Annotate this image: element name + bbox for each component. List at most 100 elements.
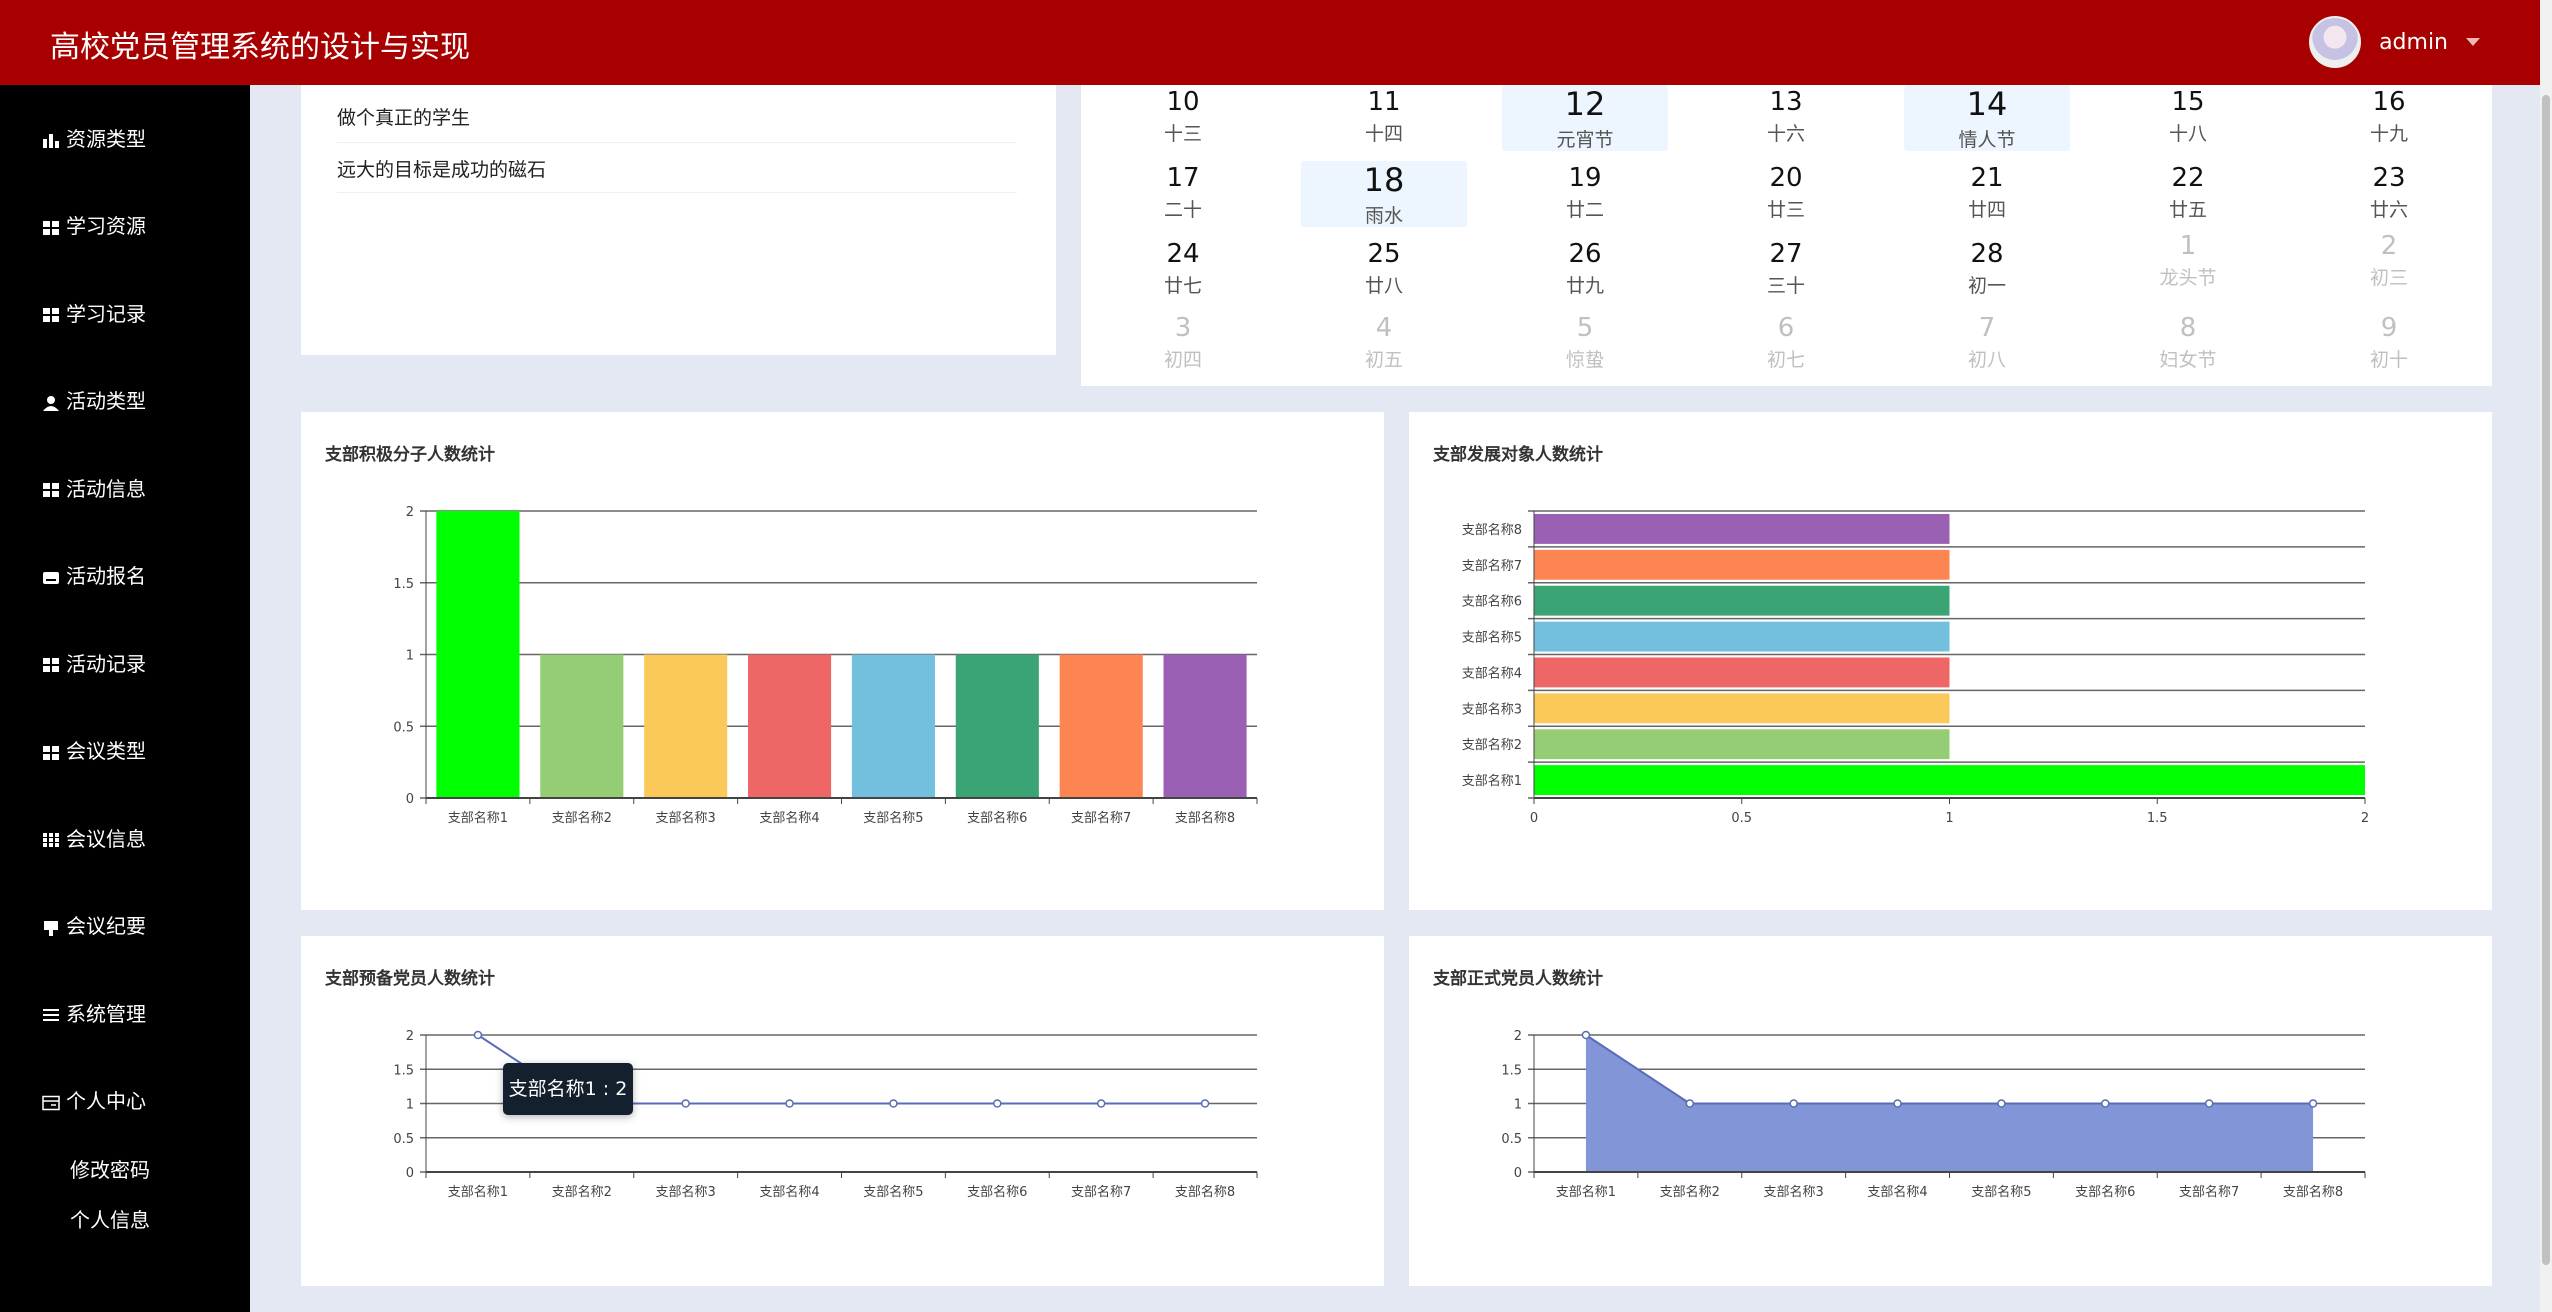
calendar-day[interactable]: 28 初一 [1904,239,2070,309]
data-point [1997,1099,2006,1108]
day-number: 10 [1166,87,1200,117]
calendar-day[interactable]: 11 十四 [1301,87,1467,157]
username[interactable]: admin [2379,29,2448,55]
sidebar-item-label: 会议类型 [66,739,146,763]
inbox-icon [42,567,60,584]
y-tick-label: 0 [1514,1166,1522,1181]
calendar-day[interactable]: 9 初十 [2306,313,2472,383]
calendar-day[interactable]: 1 龙头节 [2105,231,2271,301]
quote-item[interactable]: 远大的目标是成功的磁石 [337,159,547,181]
sidebar-item[interactable]: 活动信息 [42,472,146,502]
chart-tooltip: 支部名称1 : 2 [503,1063,633,1115]
bar [1534,657,1950,688]
avatar[interactable] [2309,16,2362,68]
calendar-day[interactable]: 4 初五 [1301,313,1467,383]
bar [1534,585,1950,616]
lunar-date: 廿三 [1766,199,1805,221]
bar-chart-icon [42,129,60,148]
scrollbar[interactable] [2540,0,2552,1312]
app-title: 高校党员管理系统的设计与实现 [50,30,470,65]
day-number: 23 [2372,163,2406,193]
scrollbar-thumb[interactable] [2542,95,2550,1265]
sidebar-item[interactable]: 活动类型 [42,385,146,415]
day-number: 20 [1769,163,1803,193]
divider [337,192,1017,193]
lunar-date: 廿二 [1565,199,1604,221]
calendar-day[interactable]: 23 廿六 [2306,163,2472,233]
sidebar-item[interactable]: 活动记录 [42,647,146,677]
chart-card-probationary: 支部预备党员人数统计 0 0.5 1 1.5 2 支部名称1 支部名称2 支部名称3 支部名称4… [301,936,1384,1286]
calendar-day[interactable]: 2 初三 [2306,231,2472,301]
calendar-day[interactable]: 21 廿四 [1904,163,2070,233]
lunar-date: 十六 [1766,123,1805,145]
calendar-day[interactable]: 24 廿七 [1100,239,1266,309]
sidebar-item[interactable]: 会议纪要 [42,910,146,940]
sidebar-item[interactable]: 会议类型 [42,735,146,765]
lunar-date: 初八 [1967,349,2006,371]
y-category-label: 支部名称2 [1462,737,1522,753]
bar [955,654,1039,798]
sidebar-subitem[interactable]: 个人信息 [70,1208,150,1232]
lunar-date: 廿八 [1364,275,1403,297]
calendar-day[interactable]: 14 情人节 [1904,85,2070,151]
calendar-day[interactable]: 13 十六 [1703,87,1869,157]
sidebar-item[interactable]: 系统管理 [42,997,146,1027]
x-category-label: 支部名称7 [1071,810,1131,826]
day-number: 28 [1970,239,2004,269]
calendar-day[interactable]: 6 初七 [1703,313,1869,383]
calendar-day[interactable]: 8 妇女节 [2105,313,2271,383]
calendar-day[interactable]: 17 二十 [1100,163,1266,233]
y-tick-label: 0 [406,792,414,807]
y-tick-label: 2 [406,505,414,520]
chart-title: 支部积极分子人数统计 [325,445,495,465]
sidebar-item[interactable]: 活动报名 [42,560,146,590]
calendar-day[interactable]: 26 廿九 [1502,239,1668,309]
calendar-day[interactable]: 15 十八 [2105,87,2271,157]
calendar-day[interactable]: 25 廿八 [1301,239,1467,309]
caret-down-icon[interactable] [2466,38,2480,46]
data-point [1789,1099,1798,1108]
calendar-day[interactable]: 20 廿三 [1703,163,1869,233]
calendar-day[interactable]: 7 初八 [1904,313,2070,383]
lunar-date: 十三 [1163,123,1202,145]
calendar-day[interactable]: 3 初四 [1100,313,1266,383]
user-menu[interactable]: admin [2309,16,2480,68]
lunar-date: 惊蛰 [1565,349,1604,371]
bar-chart: 0 0.5 1 1.5 2 支部名称1 支部名称2 支部名称3 支部名称4 支部名称5 支部名称6 支… [393,505,1258,826]
quote-item[interactable]: 做个真正的学生 [337,107,471,129]
chart-card-activists: 支部积极分子人数统计 0 0.5 1 1.5 2 支部名称1 支部名称2 支部名称3 支部名称4… [301,412,1384,910]
calendar-day[interactable]: 19 廿二 [1502,163,1668,233]
sidebar-item[interactable]: 学习记录 [42,297,146,327]
calendar-day[interactable]: 5 惊蛰 [1502,313,1668,383]
day-number: 8 [2179,313,2197,343]
sidebar-item[interactable]: 学习资源 [42,210,146,240]
lunar-date: 元宵节 [1556,129,1614,151]
sidebar-item[interactable]: 个人中心 [42,1085,146,1115]
calendar-day[interactable]: 27 三十 [1703,239,1869,309]
calendar-day[interactable]: 16 十九 [2306,87,2472,157]
x-category-label: 支部名称5 [863,810,923,826]
bar [1534,693,1950,724]
lunar-date: 雨水 [1364,205,1403,227]
data-point [473,1030,483,1040]
day-number: 17 [1166,163,1200,193]
calendar-day[interactable]: 18 雨水 [1301,161,1467,227]
y-category-label: 支部名称3 [1462,701,1522,717]
x-category-label: 支部名称2 [1660,1184,1720,1200]
calendar-day[interactable]: 12 元宵节 [1502,85,1668,151]
sidebar-item[interactable]: 资源类型 [42,122,146,152]
x-category-label: 支部名称2 [552,1184,612,1200]
data-point [889,1099,898,1108]
grid-icon [42,654,60,672]
day-number: 14 [1966,85,2008,123]
sidebar-item[interactable]: 会议信息 [42,822,146,852]
data-point [1581,1030,1591,1040]
calendar-day[interactable]: 22 廿五 [2105,163,2271,233]
grid-icon [42,217,60,235]
x-tick-label: 0 [1530,811,1538,826]
data-point [993,1099,1002,1108]
x-category-label: 支部名称4 [1867,1184,1927,1200]
lunar-date: 初四 [1163,349,1202,371]
calendar-day[interactable]: 10 十三 [1100,87,1266,157]
sidebar-subitem[interactable]: 修改密码 [70,1158,150,1182]
